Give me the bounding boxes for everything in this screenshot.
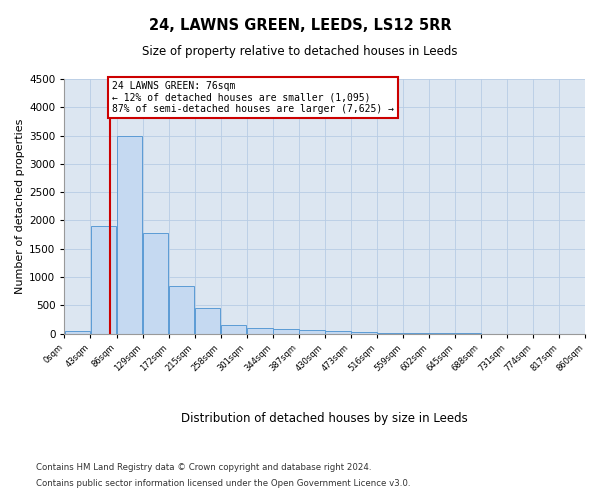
Bar [299, 330, 325, 334]
Bar [169, 286, 194, 334]
Bar [403, 333, 428, 334]
Y-axis label: Number of detached properties: Number of detached properties [15, 118, 25, 294]
Text: Contains public sector information licensed under the Open Government Licence v3: Contains public sector information licen… [36, 478, 410, 488]
Text: Contains HM Land Registry data © Crown copyright and database right 2024.: Contains HM Land Registry data © Crown c… [36, 464, 371, 472]
Bar [221, 324, 247, 334]
X-axis label: Distribution of detached houses by size in Leeds: Distribution of detached houses by size … [181, 412, 468, 425]
Text: Size of property relative to detached houses in Leeds: Size of property relative to detached ho… [142, 45, 458, 58]
Bar [247, 328, 272, 334]
Text: 24, LAWNS GREEN, LEEDS, LS12 5RR: 24, LAWNS GREEN, LEEDS, LS12 5RR [149, 18, 451, 32]
Bar [91, 226, 116, 334]
Bar [143, 233, 169, 334]
Text: 24 LAWNS GREEN: 76sqm
← 12% of detached houses are smaller (1,095)
87% of semi-d: 24 LAWNS GREEN: 76sqm ← 12% of detached … [112, 82, 394, 114]
Bar [116, 136, 142, 334]
Bar [325, 331, 350, 334]
Bar [273, 330, 299, 334]
Bar [65, 331, 91, 334]
Bar [351, 332, 377, 334]
Bar [195, 308, 220, 334]
Bar [377, 332, 403, 334]
